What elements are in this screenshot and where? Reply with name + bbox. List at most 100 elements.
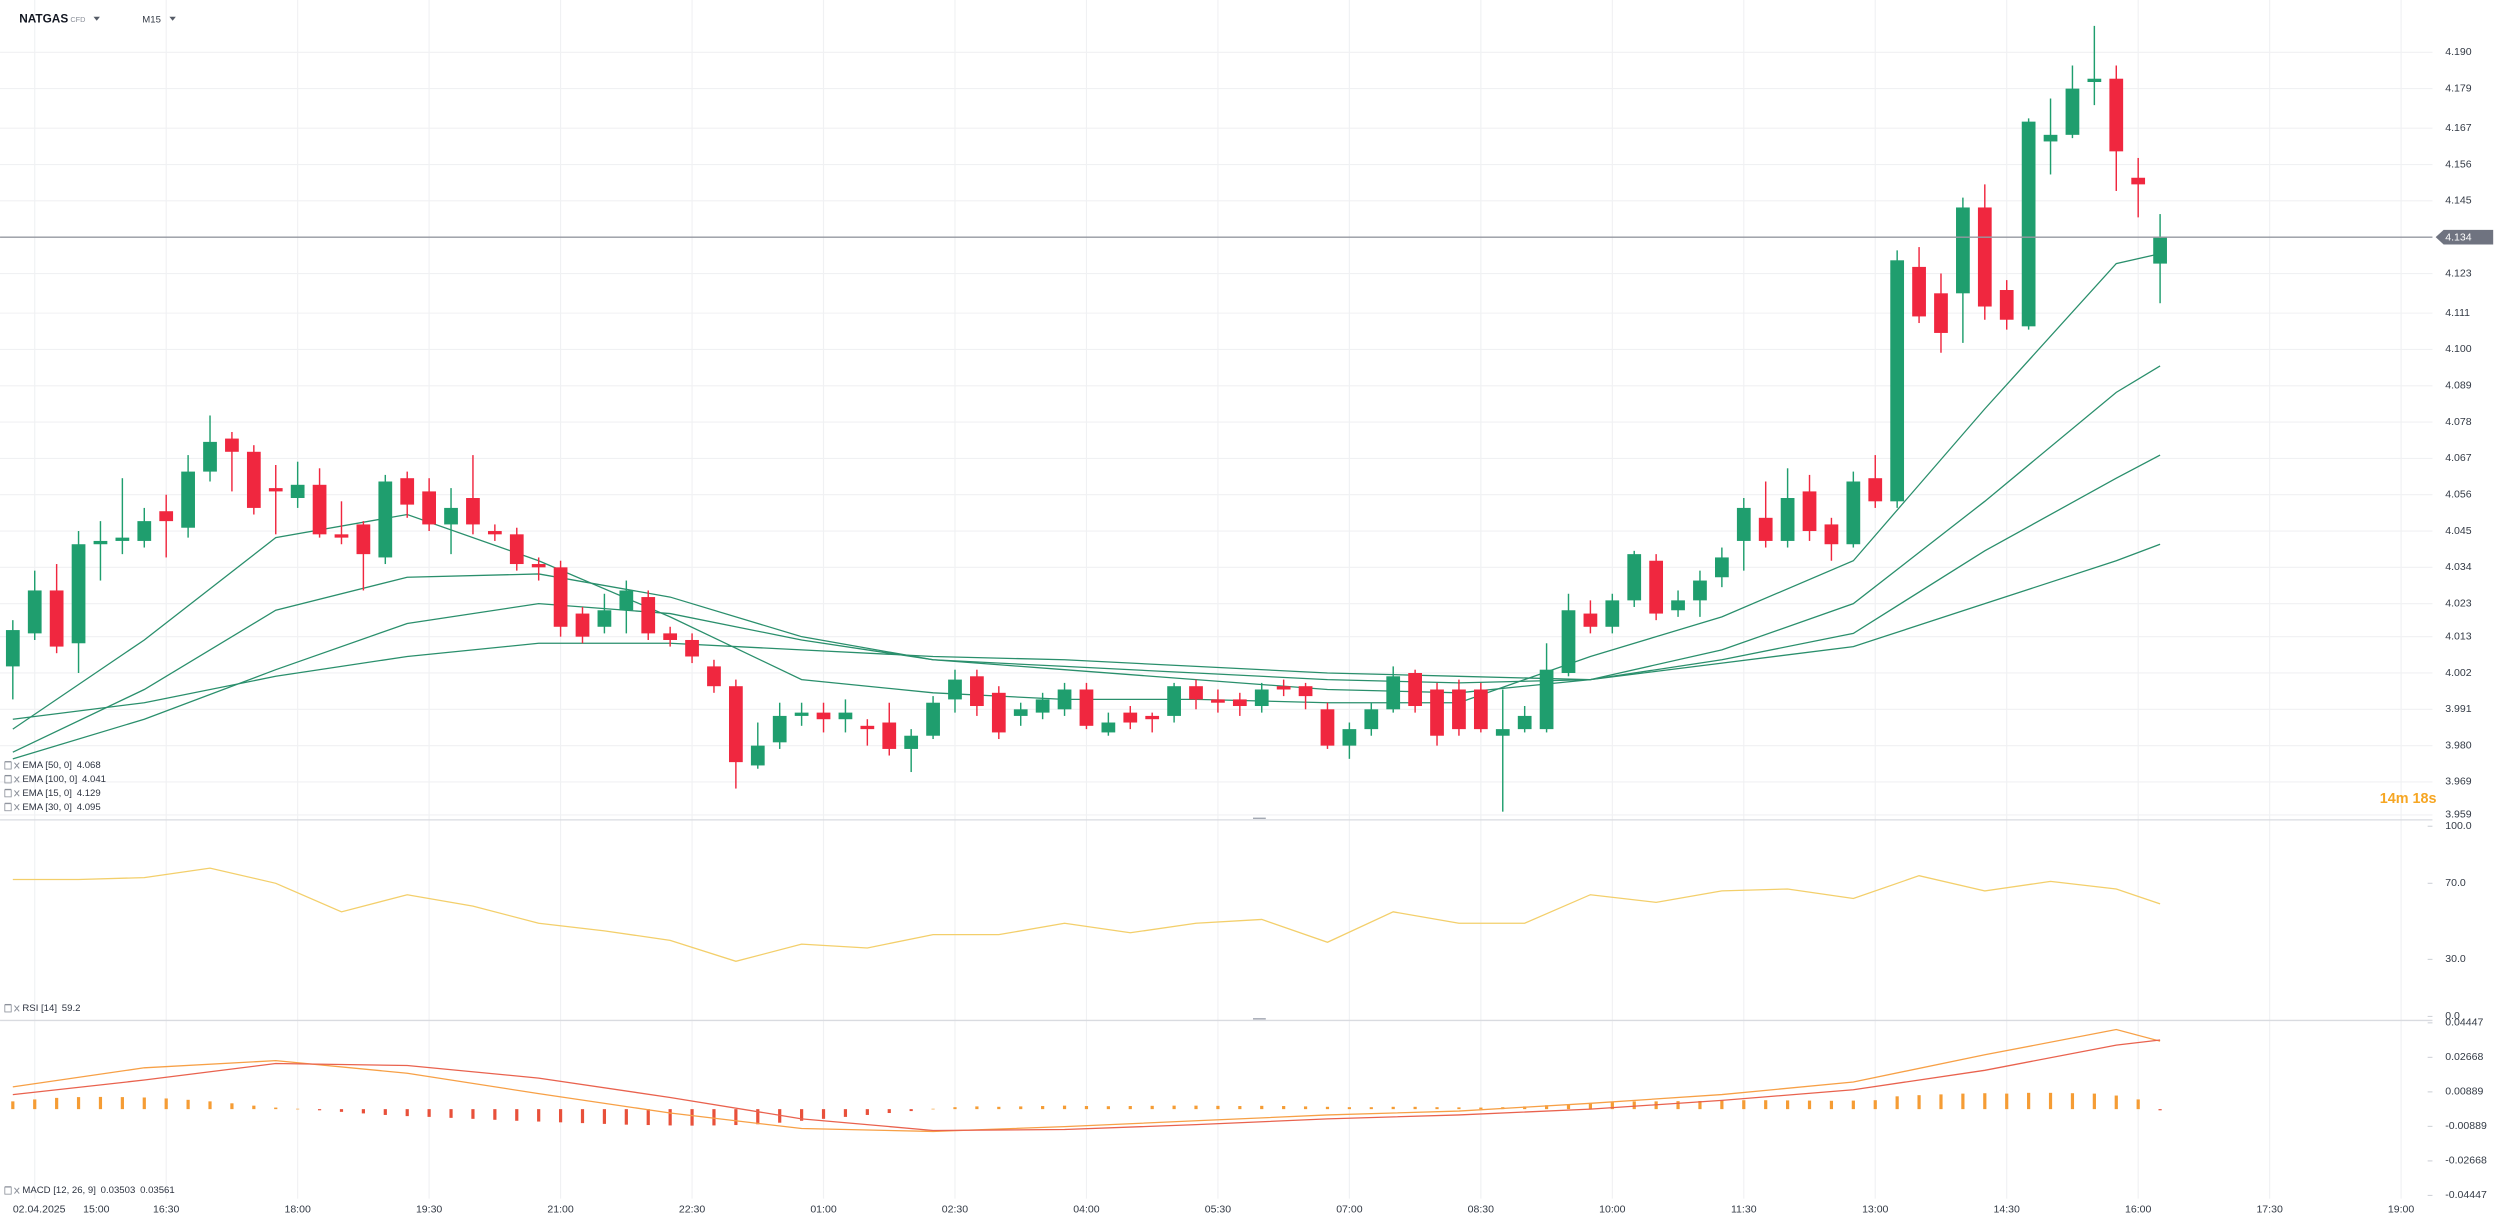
y-tick-label: 0.00889 bbox=[2445, 1086, 2483, 1098]
candle-body bbox=[1298, 686, 1313, 697]
y-tick-label: 4.013 bbox=[2445, 630, 2471, 642]
y-tick-label: 3.969 bbox=[2445, 776, 2471, 788]
histogram-bar bbox=[2158, 1109, 2162, 1111]
legend-value: 4.095 bbox=[77, 802, 101, 813]
histogram-bar bbox=[339, 1109, 344, 1112]
histogram-bar bbox=[975, 1106, 979, 1110]
candle-body bbox=[1408, 672, 1422, 707]
candle-body bbox=[487, 531, 502, 535]
histogram-bar bbox=[2005, 1093, 2009, 1110]
legend-icon bbox=[4, 1004, 12, 1013]
legend-name: EMA [50, 0] bbox=[22, 760, 72, 771]
candle-body bbox=[970, 676, 984, 707]
legend-value: 4.068 bbox=[77, 760, 101, 771]
timeframe[interactable]: M15 bbox=[142, 15, 161, 26]
histogram-bar bbox=[1961, 1093, 1965, 1110]
plot bbox=[0, 25, 2433, 1133]
histogram-bar bbox=[186, 1099, 190, 1110]
candle-body bbox=[1912, 266, 1926, 317]
histogram-bar bbox=[208, 1101, 212, 1110]
histogram-bar bbox=[931, 1108, 935, 1110]
legend-icon bbox=[4, 803, 12, 812]
histogram-bar bbox=[252, 1105, 256, 1110]
rsi-line bbox=[12, 867, 2161, 962]
histogram-bar bbox=[33, 1099, 37, 1110]
candle-body bbox=[2153, 237, 2167, 264]
candle-body bbox=[1211, 699, 1225, 703]
histogram-bar bbox=[800, 1109, 804, 1121]
candle-body bbox=[553, 567, 568, 627]
candle-body bbox=[1977, 207, 1992, 307]
x-tick-label: 19:30 bbox=[416, 1204, 442, 1216]
candle-body bbox=[1627, 554, 1642, 601]
candle-body bbox=[1254, 689, 1269, 707]
candle-body bbox=[159, 511, 174, 522]
candle-body bbox=[904, 735, 919, 749]
legend-icon bbox=[4, 789, 12, 798]
histogram-bar bbox=[602, 1109, 607, 1124]
y-tick-label: 4.111 bbox=[2445, 307, 2470, 319]
candle-body bbox=[1364, 709, 1379, 730]
symbol[interactable]: NATGAS bbox=[19, 11, 68, 25]
y-tick-label: -0.04447 bbox=[2445, 1189, 2487, 1201]
histogram-bar bbox=[1457, 1107, 1461, 1110]
macd-line bbox=[12, 1028, 2161, 1133]
x-tick-label: 08:30 bbox=[1468, 1204, 1494, 1216]
legend-close-icon bbox=[14, 776, 20, 783]
histogram-bar bbox=[1325, 1106, 1330, 1110]
histogram-bar bbox=[1303, 1106, 1308, 1110]
histogram-bar bbox=[1084, 1106, 1089, 1110]
histogram-bar bbox=[1632, 1101, 1636, 1110]
histogram-bar bbox=[909, 1109, 913, 1112]
x-tick-label: 04:00 bbox=[1073, 1204, 1099, 1216]
candle-body bbox=[1232, 699, 1247, 707]
candle-body bbox=[466, 498, 480, 525]
signal-line bbox=[12, 1039, 2161, 1132]
histogram-bar bbox=[1391, 1106, 1395, 1110]
timeframe-dropdown[interactable] bbox=[169, 16, 176, 21]
y-tick-label: 30.0 bbox=[2445, 953, 2466, 965]
candle-body bbox=[422, 491, 436, 525]
histogram-bar bbox=[1172, 1105, 1176, 1110]
candle-body bbox=[115, 537, 130, 541]
candle-body bbox=[1605, 600, 1620, 627]
histogram-bar bbox=[821, 1109, 826, 1119]
candle-body bbox=[1714, 557, 1729, 578]
symbol-dropdown[interactable] bbox=[93, 16, 100, 21]
candle-body bbox=[1386, 676, 1401, 710]
x-tick-label: 14:30 bbox=[1994, 1204, 2020, 1216]
candle-body bbox=[93, 540, 108, 545]
y-tick-label: 4.056 bbox=[2445, 488, 2471, 500]
histogram-bar bbox=[1610, 1102, 1614, 1110]
legend-icon bbox=[4, 1186, 12, 1195]
histogram-bar bbox=[1019, 1106, 1023, 1110]
histogram-bar bbox=[1566, 1104, 1571, 1110]
histogram-bar bbox=[1150, 1105, 1154, 1110]
y-tick-label: 100.0 bbox=[2445, 820, 2471, 832]
candle-body bbox=[1473, 689, 1488, 730]
ema-line bbox=[12, 543, 2161, 720]
histogram-bar bbox=[997, 1106, 1001, 1110]
histogram-bar bbox=[1369, 1107, 1373, 1110]
histogram-bar bbox=[953, 1107, 957, 1110]
candle-body bbox=[1539, 669, 1554, 730]
histogram-bar bbox=[1194, 1105, 1198, 1110]
y-tick-label: 70.0 bbox=[2445, 877, 2466, 889]
legend-name: EMA [30, 0] bbox=[22, 802, 72, 813]
candle-body bbox=[926, 702, 940, 736]
ema-line bbox=[12, 365, 2161, 753]
histogram-bar bbox=[120, 1097, 124, 1110]
histogram-bar bbox=[1238, 1106, 1242, 1110]
histogram-bar bbox=[55, 1097, 59, 1110]
histogram-bar bbox=[2136, 1099, 2140, 1110]
y-tick-label: -0.02668 bbox=[2445, 1155, 2487, 1167]
candle-body bbox=[531, 564, 546, 568]
legend-value: 59.2 bbox=[62, 1003, 81, 1014]
x-tick-label: 07:00 bbox=[1336, 1204, 1362, 1216]
histogram-bar bbox=[537, 1109, 541, 1122]
histogram-bar bbox=[1983, 1093, 1987, 1110]
candle-body bbox=[1758, 517, 1773, 541]
candle-body bbox=[794, 712, 809, 716]
